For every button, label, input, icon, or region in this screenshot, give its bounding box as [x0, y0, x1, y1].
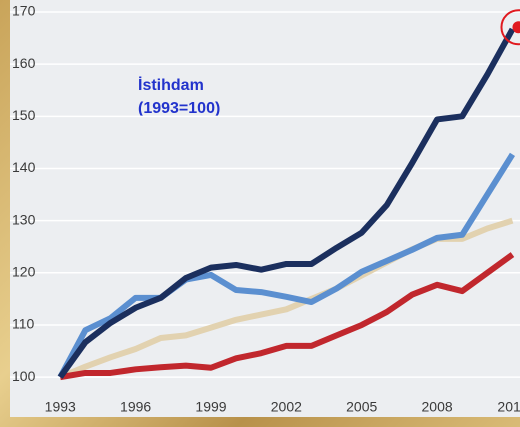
y-tick-label: 160 — [12, 55, 36, 71]
y-tick-label: 110 — [12, 316, 35, 332]
highlight-ring — [500, 9, 520, 46]
chart-title: İstihdam — [138, 76, 204, 94]
series-line — [59, 252, 515, 381]
y-tick-label: 120 — [12, 264, 36, 280]
x-tick-label: 1996 — [120, 399, 151, 415]
x-tick-label: 2002 — [271, 399, 302, 415]
series-line — [57, 27, 516, 379]
y-tick-label: 170 — [12, 3, 36, 19]
series-line — [57, 152, 516, 379]
highlight-dot — [512, 21, 520, 34]
y-tick-label: 130 — [12, 211, 36, 227]
chart-subtitle: (1993=100) — [138, 100, 220, 117]
x-tick-label: 1993 — [45, 399, 76, 415]
y-tick-label: 140 — [12, 159, 36, 175]
x-tick-label: 2011 — [497, 399, 520, 415]
x-tick-label: 2005 — [346, 399, 377, 415]
y-tick-label: 100 — [12, 368, 36, 384]
y-tick-label: 150 — [12, 107, 36, 123]
plot-background — [10, 0, 520, 417]
x-tick-label: 2008 — [422, 399, 453, 415]
x-tick-label: 1999 — [195, 399, 226, 415]
